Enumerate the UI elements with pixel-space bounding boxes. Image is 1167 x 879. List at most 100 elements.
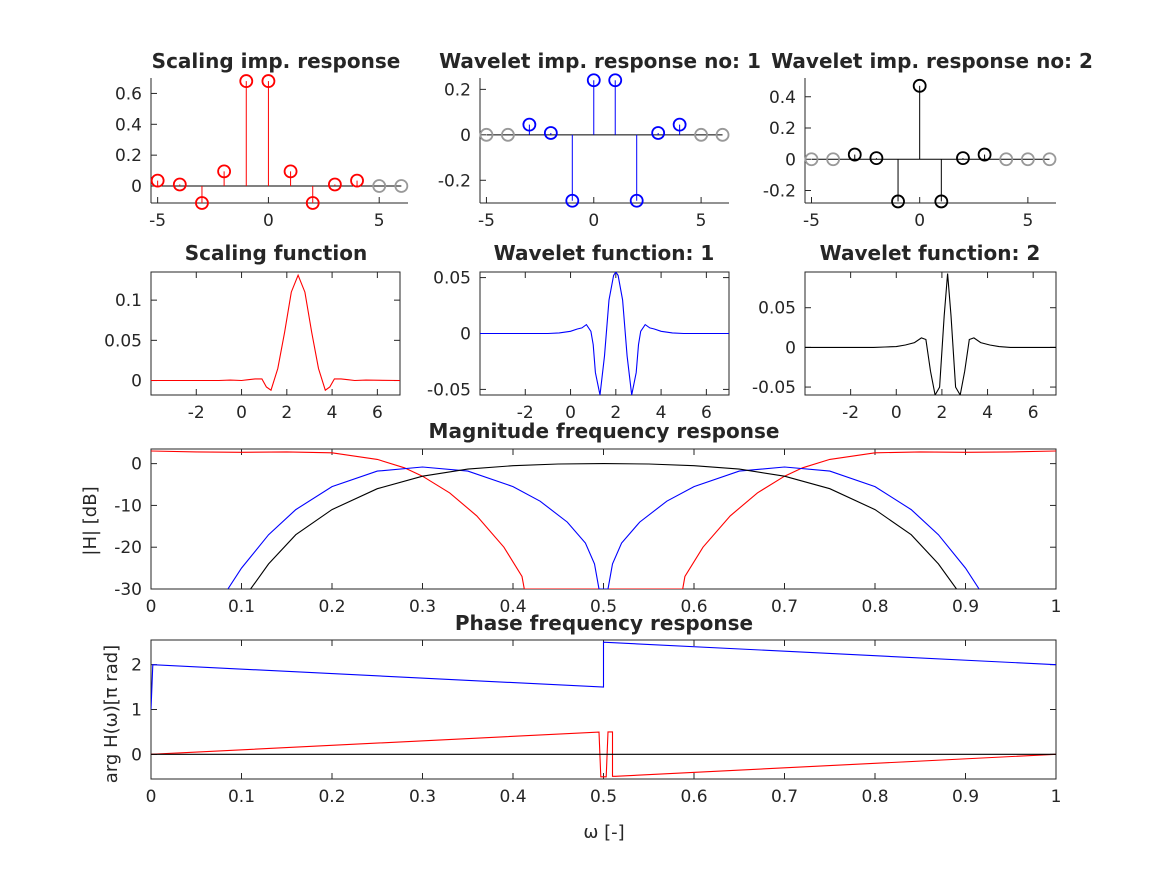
x-tick-label: 2 xyxy=(281,403,292,423)
panel-wavelet2-function: Wavelet function: 2 -2 0 2 4 6 -0.05 0 0.05 xyxy=(752,241,1057,423)
axes-box xyxy=(150,271,401,396)
stem-marker xyxy=(694,127,708,142)
panel-wavelet2-impulse: Wavelet imp. response no: 2 -5 0 5 -0.2 0 0.2… xyxy=(763,49,1093,231)
y-tick-label: 0 xyxy=(131,177,142,197)
series-line xyxy=(805,273,1056,395)
series-line xyxy=(250,463,957,589)
axes-box xyxy=(150,448,1057,590)
panel-phase-response: Phase frequency response arg H(ω)[π rad]… xyxy=(101,611,1061,843)
x-tick-label: 6 xyxy=(372,403,383,423)
y-tick-label: 0 xyxy=(785,150,796,170)
y-tick-label: -10 xyxy=(114,496,142,516)
x-tick-label: 0.9 xyxy=(952,787,979,807)
x-axis-label: ω [-] xyxy=(583,822,624,843)
stem-marker xyxy=(565,193,580,208)
series-line xyxy=(480,272,729,395)
stem-marker xyxy=(172,177,187,192)
stem-marker xyxy=(543,126,558,140)
y-tick-label: -20 xyxy=(114,538,142,558)
x-tick-label: 0.3 xyxy=(409,597,436,617)
stem-marker xyxy=(239,74,254,88)
x-tick-label: 6 xyxy=(701,403,712,423)
x-tick-label: -5 xyxy=(149,211,166,231)
stem-marker xyxy=(869,151,884,166)
y-tick-label: 0.05 xyxy=(104,331,142,351)
x-tick-label: 0.5 xyxy=(590,787,617,807)
stem-marker xyxy=(305,196,320,210)
y-tick-label: -0.2 xyxy=(438,171,471,191)
stem-marker xyxy=(217,164,232,179)
panel-title: Wavelet imp. response no: 2 xyxy=(771,49,1093,73)
y-tick-label: 0 xyxy=(460,126,471,146)
x-tick-label: 0.8 xyxy=(861,597,888,617)
panel-title: Wavelet function: 2 xyxy=(820,241,1041,265)
stem-marker xyxy=(195,196,209,210)
x-tick-label: 0 xyxy=(263,211,274,231)
stem-marker xyxy=(372,179,387,193)
x-tick-label: 2 xyxy=(936,403,947,423)
x-tick-label: 0.2 xyxy=(318,787,345,807)
y-tick-label: 0 xyxy=(131,745,142,765)
y-tick-label: 0.2 xyxy=(444,80,471,100)
stem-marker xyxy=(934,194,949,209)
stem-marker xyxy=(501,127,515,142)
x-tick-label: 0.2 xyxy=(318,597,345,617)
y-tick-label: 0 xyxy=(131,372,142,392)
x-tick-label: 0 xyxy=(588,211,599,231)
stem-marker xyxy=(283,164,298,179)
x-tick-label: 0.1 xyxy=(228,787,255,807)
x-tick-label: 0 xyxy=(914,211,925,231)
x-tick-label: 0 xyxy=(891,403,902,423)
y-tick-label: -30 xyxy=(114,580,142,600)
x-tick-label: 0.5 xyxy=(590,597,617,617)
x-tick-label: 0.7 xyxy=(771,787,798,807)
x-tick-label: 0.1 xyxy=(228,597,255,617)
stem-marker xyxy=(826,152,841,167)
stem-marker xyxy=(1020,152,1035,167)
y-tick-label: 0.2 xyxy=(769,119,796,139)
x-tick-label: 0.4 xyxy=(499,597,526,617)
y-tick-label: -0.05 xyxy=(752,378,796,398)
x-tick-label: 0.7 xyxy=(771,597,798,617)
x-tick-label: 0.9 xyxy=(952,597,979,617)
y-axis-label: |H| [dB] xyxy=(80,486,101,555)
y-tick-label: 0.4 xyxy=(115,115,142,135)
stem-marker xyxy=(261,74,276,88)
stem-marker xyxy=(1042,152,1057,167)
x-tick-label: 0 xyxy=(565,403,576,423)
panel-title: Wavelet function: 1 xyxy=(494,241,715,265)
stem-marker xyxy=(672,117,687,132)
panel-wavelet1-function: Wavelet function: 1 -2 0 2 4 6 -0.05 0 0.05 xyxy=(427,241,730,423)
y-tick-label: 0 xyxy=(460,325,471,345)
x-tick-label: 0 xyxy=(146,597,157,617)
stem-marker xyxy=(651,126,666,140)
y-axis-label: arg H(ω)[π rad] xyxy=(101,645,122,783)
axes-box xyxy=(804,271,1057,396)
x-tick-label: 0 xyxy=(146,787,157,807)
x-tick-label: 5 xyxy=(374,211,385,231)
x-tick-label: 4 xyxy=(327,403,338,423)
stem-marker xyxy=(977,147,992,162)
series-line xyxy=(227,466,980,589)
stem-marker xyxy=(479,127,494,142)
stem-marker xyxy=(629,193,644,208)
series-line xyxy=(151,641,1056,710)
stem-marker xyxy=(912,78,927,93)
x-tick-label: 0.8 xyxy=(861,787,888,807)
stem-marker xyxy=(350,173,364,188)
y-tick-label: 2 xyxy=(131,656,142,676)
stem-marker xyxy=(150,173,165,188)
x-tick-label: 2 xyxy=(610,403,621,423)
x-tick-label: -2 xyxy=(517,403,534,423)
panel-magnitude-response: Magnitude frequency response |H| [dB] 0 0… xyxy=(80,419,1061,617)
x-tick-label: 5 xyxy=(696,211,707,231)
stem-marker xyxy=(586,73,601,88)
x-tick-label: 1 xyxy=(1051,597,1062,617)
stem-marker xyxy=(891,194,905,209)
panel-title: Wavelet imp. response no: 1 xyxy=(439,49,761,73)
panel-scaling-function: Scaling function -2 0 2 4 6 0 0.05 0.1 xyxy=(104,241,401,423)
x-tick-label: 5 xyxy=(1022,211,1033,231)
x-tick-label: 1 xyxy=(1051,787,1062,807)
panel-scaling-impulse: Scaling imp. response -5 0 5 0 0.2 0.4 0.6 xyxy=(115,49,409,231)
